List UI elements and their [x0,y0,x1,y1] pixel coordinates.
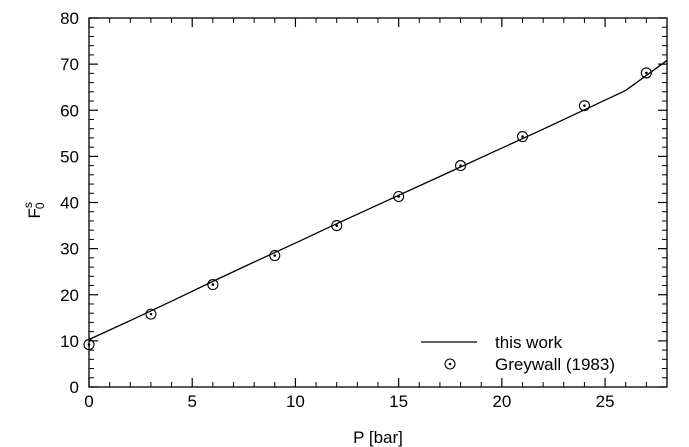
data-point-greywall [455,160,467,172]
y-tick-label: 30 [60,240,79,259]
data-point-greywall [145,308,157,320]
x-tick-label: 20 [492,392,511,411]
data-point-greywall [393,190,405,203]
y-axis-label-sup: s [21,202,35,208]
data-point-greywall [640,67,652,79]
x-tick-label: 15 [389,392,408,411]
legend-label-greywall: Greywall (1983) [495,355,615,374]
legend: this work Greywall (1983) [421,333,615,374]
data-point-greywall [331,220,343,232]
x-tick-label: 25 [596,392,615,411]
legend-marker [444,358,456,370]
data-point-greywall [269,249,281,262]
data-point-greywall [578,100,590,112]
x-axis-label: P [bar] [353,428,403,447]
y-tick-label: 10 [60,332,79,351]
y-tick-label: 80 [60,9,79,28]
legend-marker-swatch [444,358,456,370]
y-axis-label: Fs0 [21,202,47,218]
y-tick-label: 20 [60,286,79,305]
y-axis-label-base: F [25,208,44,218]
y-axis-label-sub: 0 [33,202,47,209]
y-tick-label: 70 [60,55,79,74]
series-line-this-work [88,59,668,341]
x-tick-label: 0 [84,392,93,411]
data-point-greywall [516,130,529,143]
y-tick-label: 40 [60,194,79,213]
y-tick-label: 50 [60,147,79,166]
legend-label-this-work: this work [495,333,563,352]
x-tick-label: 5 [187,392,196,411]
y-tick-label: 60 [60,101,79,120]
plot-frame [88,17,668,388]
x-tick-label: 10 [286,392,305,411]
data-point-greywall [207,279,219,291]
y-tick-label: 0 [70,378,79,397]
